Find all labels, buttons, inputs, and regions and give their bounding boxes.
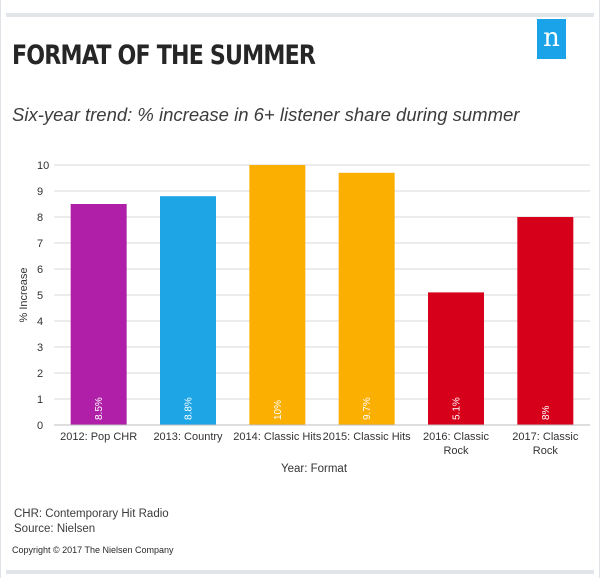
y-tick-label: 0 [37,420,43,432]
x-tick-label: 2012: Pop CHR [60,431,137,443]
y-axis-title: % Increase [18,267,30,322]
footnote-source: Source: Nielsen [14,523,96,535]
bar-value-label: 8.8% [184,397,195,420]
bar-chart: 0 1 2 3 4 5 6 7 8 9 10 % Increase 8.5% 2012: Pop CHR 8… [18,160,590,475]
footnote-chr: CHR: Contemporary Hit Radio [14,508,169,520]
x-tick-label: Rock [533,445,559,457]
chart-subtitle: Six-year trend: % increase in 6+ listene… [12,104,520,125]
bar [338,172,395,425]
x-tick-label: 2017: Classic [512,431,579,443]
y-tick-label: 3 [37,342,43,354]
bar [70,204,127,425]
page-title: FORMAT OF THE SUMMER [12,40,316,71]
x-tick-label: 2014: Classic Hits [233,431,322,443]
bar-value-label: 8% [541,405,552,420]
bar-value-label: 9.7% [362,397,373,420]
y-tick-label: 8 [37,212,43,224]
bar [517,217,574,425]
y-tick-label: 6 [37,264,43,276]
bar-value-label: 5.1% [452,397,463,420]
y-tick-label: 5 [37,290,43,302]
x-tick-label: 2016: Classic [423,431,490,443]
bar [428,292,484,425]
x-tick-label: 2013: Country [153,431,223,443]
y-tick-label: 2 [37,368,43,380]
x-tick-label: 2015: Classic Hits [323,431,412,443]
logo-letter: n [543,23,560,53]
bar-value-label: 10% [273,400,284,420]
nielsen-logo: n [537,19,566,59]
bar [160,196,216,425]
x-axis-title: Year: Format [281,463,348,475]
bottom-rule [6,570,594,574]
y-tick-label: 10 [37,160,49,172]
y-tick-label: 9 [37,186,43,198]
y-tick-label: 7 [37,238,43,250]
bar [249,165,306,425]
bar-value-label: 8.5% [94,397,105,420]
x-tick-label: Rock [443,445,469,457]
copyright-text: Copyright © 2017 The Nielsen Company [12,545,174,555]
y-tick-label: 1 [37,394,43,406]
top-rule [6,13,594,17]
y-tick-label: 4 [37,316,43,328]
